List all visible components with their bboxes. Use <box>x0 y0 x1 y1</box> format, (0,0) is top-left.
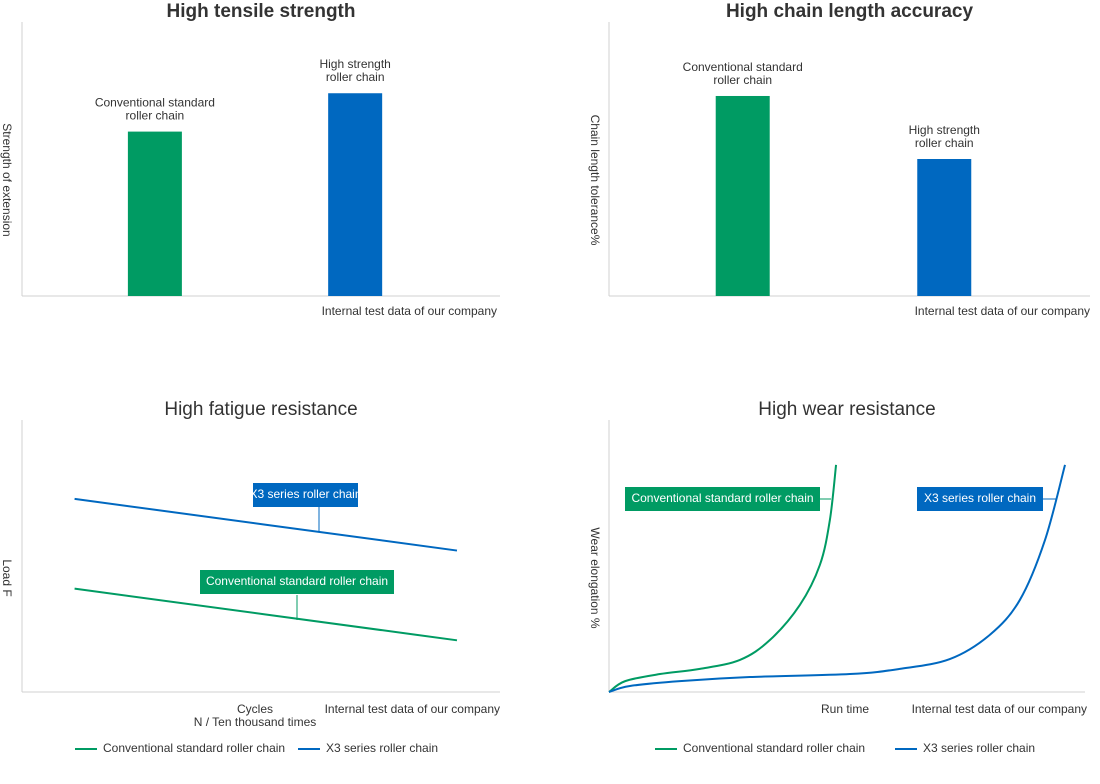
legend-label: X3 series roller chain <box>923 741 1035 755</box>
source-note: Internal test data of our company <box>322 304 497 318</box>
bar-label: High strength roller chain <box>909 123 980 150</box>
chart-title: High chain length accuracy <box>726 1 973 22</box>
callout-box <box>625 487 820 511</box>
callout-box <box>917 487 1043 511</box>
callout-label: Conventional standard roller chain <box>206 574 388 588</box>
callout-label: X3 series roller chain <box>924 491 1036 505</box>
callout-box <box>200 570 394 594</box>
line-series <box>608 464 1066 693</box>
source-note: Internal test data of our company <box>915 304 1090 318</box>
line-series <box>608 464 838 693</box>
y-axis-label: Chain length tolerance% <box>588 115 602 246</box>
x-axis-label: Cycles N / Ten thousand times <box>194 702 317 729</box>
legend-label: Conventional standard roller chain <box>103 741 285 755</box>
line-series <box>74 497 458 552</box>
chart-title: High fatigue resistance <box>164 399 357 420</box>
callout-label: Conventional standard roller chain <box>631 491 813 505</box>
legend-label: X3 series roller chain <box>326 741 438 755</box>
bar <box>127 131 182 296</box>
bar <box>715 95 770 296</box>
chart-title: High wear resistance <box>758 399 935 420</box>
y-axis-label: Strength of extension <box>0 123 14 236</box>
source-note: Internal test data of our company <box>325 702 500 716</box>
bar <box>917 159 972 296</box>
bar-label: High strength roller chain <box>319 57 390 84</box>
bar-label: Conventional standard roller chain <box>683 60 803 87</box>
callout-box <box>253 483 358 507</box>
y-axis-label: Load F <box>0 559 14 596</box>
chart-title: High tensile strength <box>167 1 356 22</box>
line-series <box>74 587 458 642</box>
x-axis-label: Run time <box>821 702 869 716</box>
bar <box>328 93 383 297</box>
y-axis-label: Wear elongation % <box>588 527 602 629</box>
legend-label: Conventional standard roller chain <box>683 741 865 755</box>
callout-label: X3 series roller chain <box>249 487 361 501</box>
source-note: Internal test data of our company <box>912 702 1087 716</box>
bar-label: Conventional standard roller chain <box>95 96 215 123</box>
